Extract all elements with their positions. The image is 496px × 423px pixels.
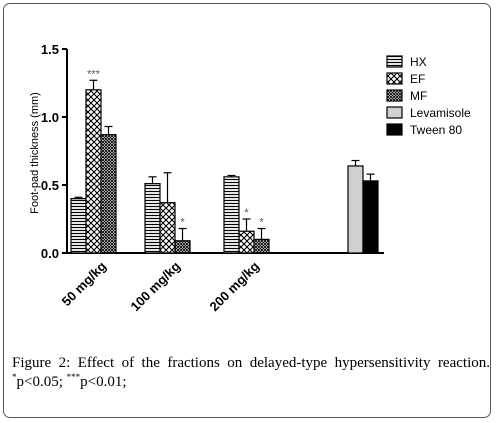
figure-frame: 0.0 0.5 1.0 1.5 Foot-pad thickness (mm) 50 mg…	[3, 3, 491, 418]
bars: ******	[70, 68, 379, 254]
y-tick-label: 0.0	[41, 246, 59, 261]
bar-tween-80	[362, 180, 379, 254]
legend-label: HX	[410, 55, 427, 69]
y-tick-label: 1.5	[41, 42, 59, 57]
bar-ef-3	[238, 230, 255, 254]
legend-swatch-hx	[386, 55, 403, 68]
y-tick-label: 0.5	[41, 178, 59, 193]
caption-sup-1: *	[12, 372, 17, 382]
significance-marker: ***	[87, 68, 101, 80]
bar-hx-2	[144, 183, 161, 254]
bar-hx-3	[223, 176, 240, 254]
caption-text: Effect of the fractions on delayed-type …	[70, 355, 490, 371]
bar-ef-2	[159, 202, 176, 254]
legend-swatch-tween-80	[386, 123, 403, 136]
legend-swatch-mf	[386, 89, 403, 102]
legend-swatch-levamisole	[386, 106, 403, 119]
significance-marker: *	[180, 217, 185, 229]
significance-marker: *	[259, 217, 264, 229]
bar-hx-1	[70, 198, 87, 254]
x-tick-label: 100 mg/kg	[128, 258, 184, 314]
legend-swatch-ef	[386, 72, 403, 85]
axes: 0.0 0.5 1.0 1.5 Foot-pad thickness (mm) 50 mg…	[29, 42, 384, 314]
y-tick-label: 1.0	[41, 110, 59, 125]
legend-label: EF	[410, 72, 425, 86]
x-tick-label: 50 mg/kg	[59, 258, 109, 308]
caption-p1: p<0.05;	[16, 374, 67, 390]
bar-levamisole	[347, 165, 364, 254]
legend-label: Levamisole	[410, 106, 471, 120]
caption-sup-2: ***	[66, 372, 81, 382]
caption-label: Figure 2:	[12, 355, 71, 371]
x-tick-label: 200 mg/kg	[207, 258, 263, 314]
legend-label: MF	[410, 89, 427, 103]
legend: HX EF MF Levamisole Tween 80	[386, 55, 471, 137]
figure-caption: Figure 2: Effect of the fractions on del…	[12, 354, 490, 392]
bar-ef-1	[85, 89, 102, 254]
bar-mf-1	[100, 134, 117, 254]
y-axis-label: Foot-pad thickness (mm)	[29, 92, 41, 214]
bar-mf-3	[253, 238, 270, 254]
legend-label: Tween 80	[410, 123, 462, 137]
bar-mf-2	[174, 240, 191, 254]
caption-p2: p<0.01;	[80, 374, 127, 390]
significance-marker: *	[244, 207, 249, 219]
bar-chart: 0.0 0.5 1.0 1.5 Foot-pad thickness (mm) 50 mg…	[29, 42, 471, 314]
